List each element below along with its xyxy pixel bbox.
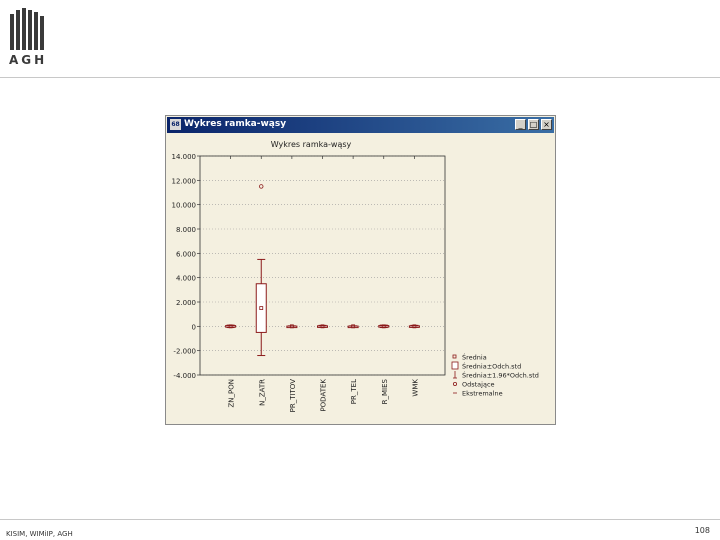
maximize-button[interactable]: □ — [528, 119, 539, 130]
box — [317, 325, 328, 328]
footer-source: KISIM, WIMiIP, AGH — [6, 530, 73, 538]
window-title: Wykres ramka-wąsy — [184, 119, 287, 129]
x-tick-label: WMK — [411, 379, 419, 397]
mean-marker — [320, 324, 325, 329]
y-tick-label: -2.000 — [173, 348, 196, 356]
mean-marker — [259, 306, 264, 310]
y-tick-label: -4.000 — [173, 372, 196, 380]
y-tick-label: 10.000 — [172, 202, 197, 210]
legend-label: Średnia — [462, 353, 487, 362]
agh-logo — [10, 8, 44, 50]
chart-window: 68 Wykres ramka-wąsy _ □ × Wykres ramka-… — [165, 115, 556, 425]
legend-label: Odstające — [462, 381, 495, 389]
box-pr_tel — [347, 324, 359, 329]
window-titlebar[interactable]: 68 Wykres ramka-wąsy _ □ × — [167, 117, 554, 133]
y-tick-label: 2.000 — [176, 299, 196, 307]
mean-marker — [412, 324, 417, 329]
box-whisker-chart: Wykres ramka-wąsy 14.000 12.000 10.000 8.00… — [172, 140, 539, 413]
app-icon[interactable]: 68 — [170, 119, 181, 130]
box-podatek — [317, 324, 328, 329]
header-divider — [0, 77, 720, 78]
box-zn_pon — [225, 324, 237, 329]
y-tick-label: 0 — [192, 323, 196, 331]
close-button[interactable]: × — [541, 119, 552, 130]
y-tick-label: 14.000 — [172, 153, 197, 161]
box — [255, 283, 267, 333]
legend-item: Odstające — [452, 381, 495, 389]
box — [347, 325, 359, 329]
box — [286, 325, 298, 329]
legend-item: Średnia — [452, 353, 487, 362]
chart-title: Wykres ramka-wąsy — [271, 140, 352, 149]
plot-area — [199, 155, 446, 376]
y-tick-label: 6.000 — [176, 250, 196, 258]
y-tick-label: 4.000 — [176, 275, 196, 283]
legend-swatch-outlier — [452, 381, 457, 386]
legend-label: Średnia±1.96*Odch.std — [462, 371, 539, 380]
x-tick-label: PR_TEL — [350, 379, 358, 404]
legend-item: Średnia±Odch.std — [451, 361, 521, 371]
mean-marker — [351, 324, 356, 329]
y-tick-label: 8.000 — [176, 226, 196, 234]
outlier-point — [259, 184, 264, 189]
legend-item: Średnia±1.96*Odch.std — [453, 371, 539, 380]
box — [225, 325, 237, 328]
footer-divider — [0, 519, 720, 520]
legend-swatch-mean — [452, 354, 457, 359]
legend-item: Ekstremalne — [453, 390, 503, 398]
y-tick-label: 12.000 — [172, 177, 197, 185]
mean-marker — [289, 324, 294, 329]
x-tick-label: ZN_PON — [228, 379, 236, 408]
mean-marker — [228, 324, 233, 329]
box — [378, 325, 390, 328]
x-tick-label: N_ZATR — [258, 379, 266, 406]
box-wmk — [408, 324, 420, 329]
legend-label: Ekstremalne — [462, 390, 503, 398]
minimize-button[interactable]: _ — [515, 119, 526, 130]
logo-text: AGH — [9, 53, 48, 67]
x-tick-label: PR_TITOV — [289, 379, 297, 413]
box — [408, 325, 420, 328]
x-tick-label: PODATEK — [320, 379, 328, 412]
x-tick-label: R_MIES — [381, 378, 389, 404]
legend-swatch-box — [451, 361, 459, 370]
box-n_zatr — [255, 184, 267, 357]
box-pr_titov — [286, 324, 298, 329]
legend-label: Średnia±Odch.std — [462, 362, 521, 371]
box-r_mies — [378, 324, 390, 329]
page-number: 108 — [694, 526, 710, 535]
mean-marker — [381, 324, 386, 329]
